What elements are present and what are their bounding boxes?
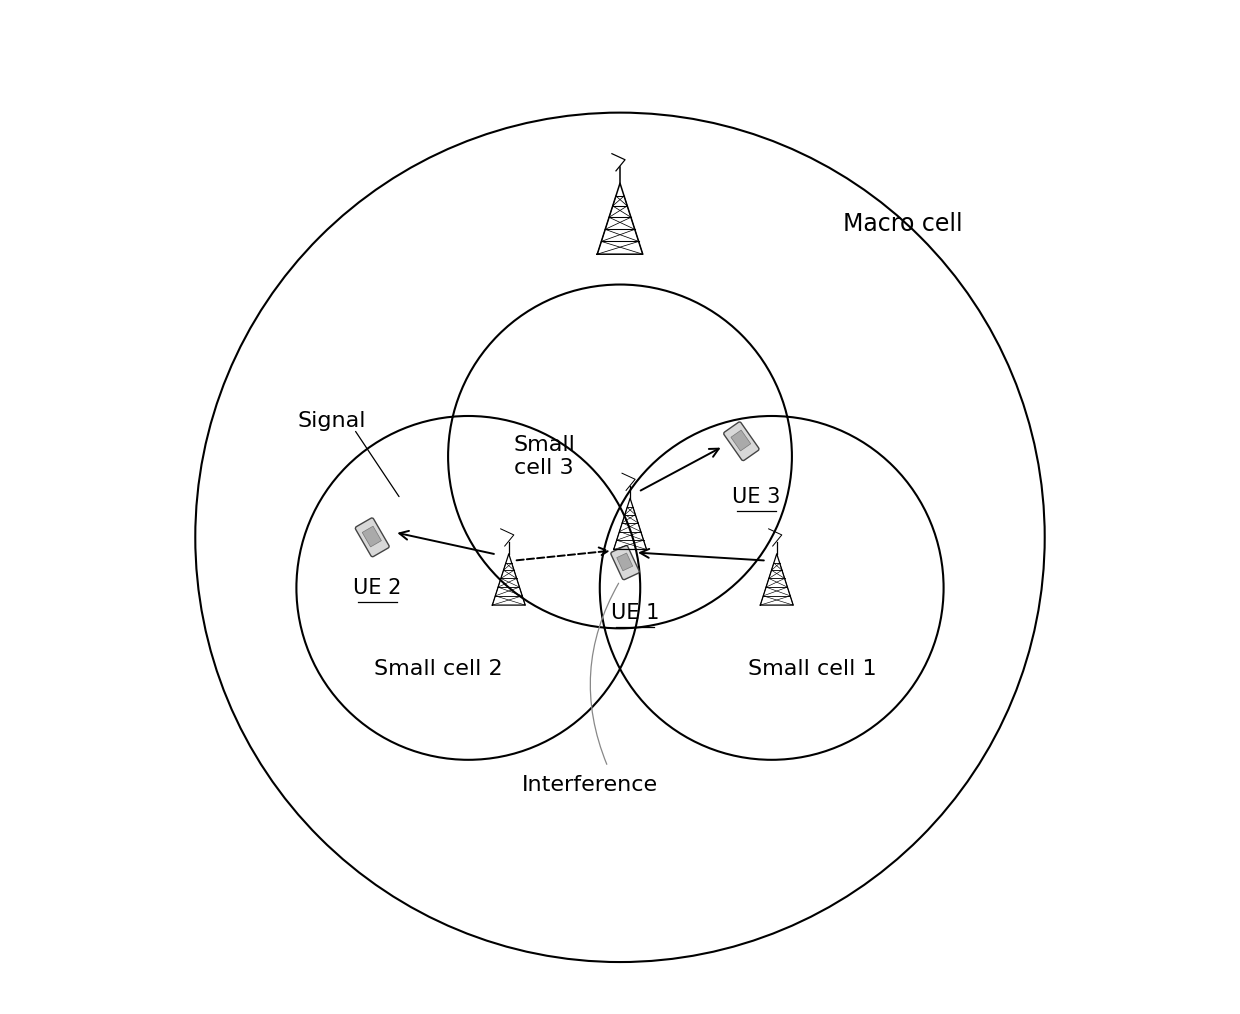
Text: UE 2: UE 2	[353, 578, 402, 598]
Text: Small cell 2: Small cell 2	[373, 659, 502, 678]
FancyBboxPatch shape	[611, 546, 640, 580]
Bar	[730, 430, 750, 451]
Text: Interference: Interference	[522, 775, 657, 795]
FancyBboxPatch shape	[356, 518, 389, 557]
Text: UE 1: UE 1	[611, 603, 660, 624]
Text: Signal: Signal	[298, 411, 366, 431]
Text: Small
cell 3: Small cell 3	[513, 435, 575, 478]
Text: Macro cell: Macro cell	[843, 212, 963, 236]
Text: Small cell 1: Small cell 1	[748, 659, 877, 678]
Bar	[616, 553, 632, 571]
FancyBboxPatch shape	[724, 422, 759, 460]
Bar	[362, 526, 382, 547]
Text: UE 3: UE 3	[733, 487, 781, 507]
